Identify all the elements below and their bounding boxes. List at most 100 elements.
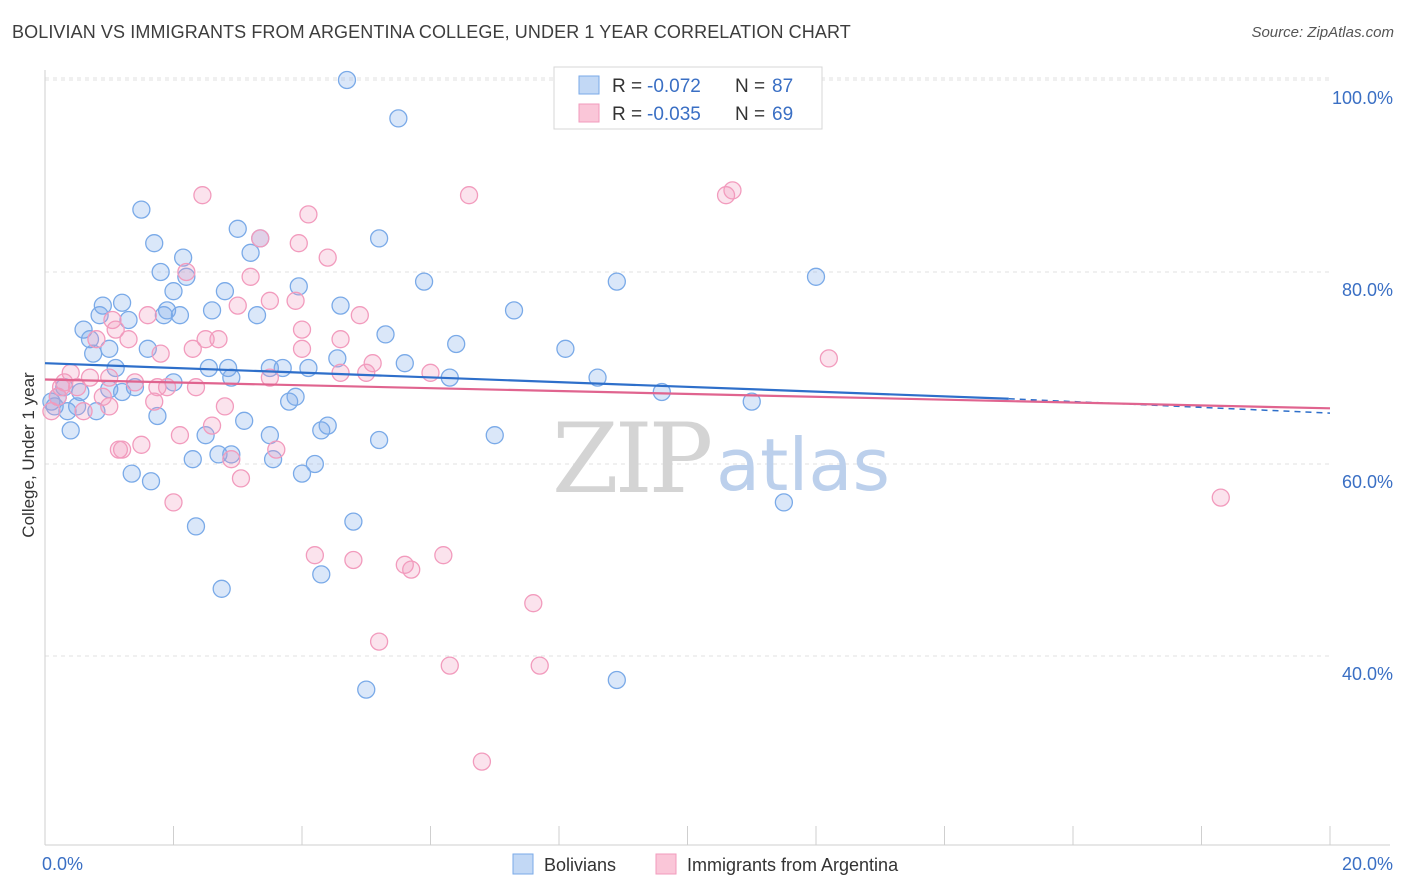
axes: [44, 70, 1390, 846]
chart-title: BOLIVIAN VS IMMIGRANTS FROM ARGENTINA CO…: [12, 22, 851, 42]
argentina-point: [164, 493, 183, 512]
gridlines: [45, 77, 1330, 657]
legend-r-value-1: -0.072: [647, 76, 701, 97]
bolivian-point: [414, 272, 434, 291]
argentina-point: [132, 435, 151, 454]
bolivian-point: [112, 382, 132, 402]
argentina-point: [530, 656, 549, 675]
trend-lines: [44, 362, 1331, 414]
bolivian-trend-extension: [1008, 397, 1331, 414]
bolivian-point: [93, 296, 112, 315]
bolivian-point: [80, 330, 100, 349]
bolivian-point: [286, 387, 305, 406]
argentina-point: [103, 310, 122, 330]
y-tick-label: 40.0%: [1342, 664, 1393, 684]
argentina-point: [267, 440, 286, 459]
argentina-point: [819, 349, 838, 368]
bolivian-point: [106, 358, 125, 378]
watermark-atlas: atlas: [716, 423, 890, 507]
argentina-point: [434, 546, 453, 565]
y-tick-label: 60.0%: [1342, 472, 1393, 492]
argentina-point: [67, 378, 87, 397]
argentina-point: [421, 363, 440, 382]
argentina-point: [459, 186, 479, 205]
bolivian-point: [215, 282, 235, 301]
argentina-point: [723, 181, 742, 200]
argentina-point: [1211, 488, 1230, 507]
legend-swatch-argentina: [578, 103, 600, 123]
bolivian-point: [389, 109, 408, 128]
argentina-point: [93, 387, 112, 406]
argentina-point: [202, 416, 222, 435]
x-tick-label: 0.0%: [42, 854, 83, 874]
bolivian-point: [74, 320, 93, 339]
legend-n-label-2: N =: [735, 104, 765, 125]
bolivian-point: [235, 411, 254, 430]
argentina-point: [292, 339, 312, 358]
argentina-point: [331, 330, 350, 349]
bolivian-point: [357, 680, 376, 699]
argentina-point: [241, 267, 260, 286]
bolivian-point: [212, 579, 231, 598]
x-tick-labels: 0.0% 20.0%: [42, 854, 1393, 874]
bolivian-point: [447, 334, 466, 354]
x-tick-label: 20.0%: [1342, 854, 1393, 874]
argentina-point: [369, 632, 389, 651]
bolivian-point: [344, 512, 363, 531]
bolivian-point: [607, 272, 626, 291]
bolivian-point: [318, 416, 337, 435]
argentina-point: [100, 397, 119, 416]
legend-n-value-2: 69: [772, 104, 793, 125]
argentina-point: [112, 440, 132, 459]
bolivian-point: [228, 219, 247, 238]
argentina-point: [193, 186, 212, 205]
bolivian-point: [337, 70, 357, 90]
argentina-point: [260, 368, 280, 387]
bolivian-point: [774, 493, 794, 512]
argentina-point: [119, 330, 138, 349]
argentina-point: [524, 594, 543, 613]
y-tick-labels: 100.0% 80.0% 60.0% 40.0%: [1332, 88, 1393, 684]
argentina-point: [100, 368, 119, 387]
argentina-point: [299, 205, 318, 224]
bolivian-point: [806, 267, 826, 286]
bolivian-point: [119, 310, 138, 330]
argentina-point: [440, 656, 459, 675]
legend-swatch-bolivians: [578, 75, 600, 95]
argentina-point: [292, 320, 312, 339]
bolivian-point: [222, 445, 241, 464]
argentina-point: [305, 546, 325, 565]
bolivian-point: [183, 450, 202, 469]
bolivian-point: [202, 301, 222, 320]
argentina-point: [363, 354, 382, 373]
argentina-point: [196, 330, 215, 349]
bolivian-point: [247, 306, 267, 325]
bolivian-point: [186, 517, 206, 536]
series-legend: Bolivians Immigrants from Argentina: [512, 853, 899, 875]
bolivian-point: [241, 243, 260, 262]
argentina-point: [222, 450, 241, 469]
bolivian-point: [504, 301, 524, 320]
bolivian-point: [122, 464, 141, 483]
argentina-point: [344, 550, 363, 570]
bolivian-point: [112, 293, 132, 312]
bolivian-point: [100, 339, 119, 358]
bolivian-point: [61, 421, 80, 440]
argentina-point: [151, 344, 170, 363]
argentina-point: [186, 378, 206, 397]
bolivian-point: [263, 450, 283, 469]
bolivian-point: [652, 382, 671, 402]
bottom-legend-argentina: Immigrants from Argentina: [687, 855, 899, 875]
y-axis-title: College, Under 1 year: [19, 372, 38, 538]
chart-source: Source: ZipAtlas.com: [1251, 24, 1394, 41]
bolivian-point: [556, 339, 575, 358]
bolivian-point: [145, 234, 164, 253]
bolivian-point: [58, 402, 77, 421]
bolivian-point: [218, 358, 238, 378]
bolivian-point: [312, 565, 331, 584]
argentina-point: [209, 330, 228, 349]
bolivian-point: [148, 406, 167, 426]
bolivian-point: [607, 670, 626, 690]
argentina-point: [215, 397, 235, 416]
